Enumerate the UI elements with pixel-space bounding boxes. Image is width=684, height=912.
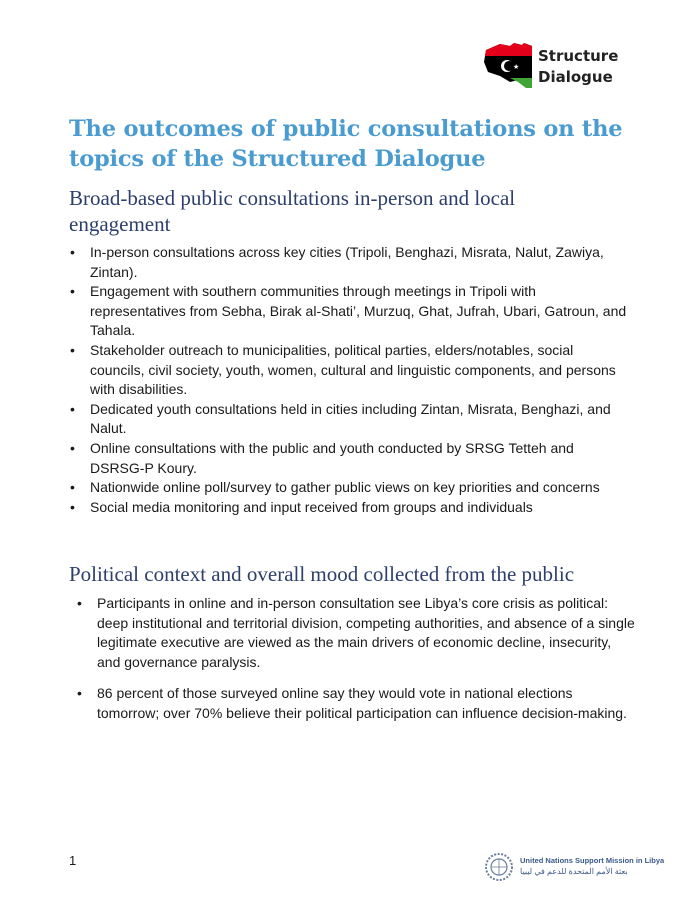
list-item: Social media monitoring and input receiv… bbox=[70, 498, 630, 518]
org-name-english: United Nations Support Mission in Libya bbox=[520, 856, 665, 865]
page-number: 1 bbox=[69, 853, 77, 868]
un-emblem-icon bbox=[485, 853, 513, 881]
section-heading-consultations: Broad-based public consultations in-pers… bbox=[69, 186, 516, 236]
logo-line-1: Structure bbox=[538, 47, 619, 65]
svg-text:★: ★ bbox=[513, 63, 519, 71]
org-name-arabic: بعثة الأمم المتحدة للدعم في ليبيا bbox=[520, 867, 628, 876]
section-heading-political-context: Political context and overall mood colle… bbox=[69, 562, 575, 586]
list-item: In-person consultations across key citie… bbox=[70, 243, 630, 282]
unsmil-name: United Nations Support Mission in Libya … bbox=[520, 855, 664, 877]
page-title: The outcomes of public consultations on … bbox=[69, 116, 623, 172]
list-item: Participants in online and in-person con… bbox=[77, 594, 637, 672]
list-item: Dedicated youth consultations held in ci… bbox=[70, 400, 630, 439]
political-context-list: Participants in online and in-person con… bbox=[77, 594, 637, 736]
list-item: 86 percent of those surveyed online say … bbox=[77, 684, 637, 723]
list-item: Online consultations with the public and… bbox=[70, 439, 630, 478]
list-item: Stakeholder outreach to municipalities, … bbox=[70, 341, 630, 400]
libya-map-flag-logo: ★ bbox=[484, 43, 532, 88]
logo-text: Structure Dialogue bbox=[538, 46, 618, 88]
list-item: Engagement with southern communities thr… bbox=[70, 282, 630, 341]
list-item: Nationwide online poll/survey to gather … bbox=[70, 478, 630, 498]
consultations-list: In-person consultations across key citie… bbox=[70, 243, 630, 518]
logo-line-2: Dialogue bbox=[538, 68, 613, 86]
